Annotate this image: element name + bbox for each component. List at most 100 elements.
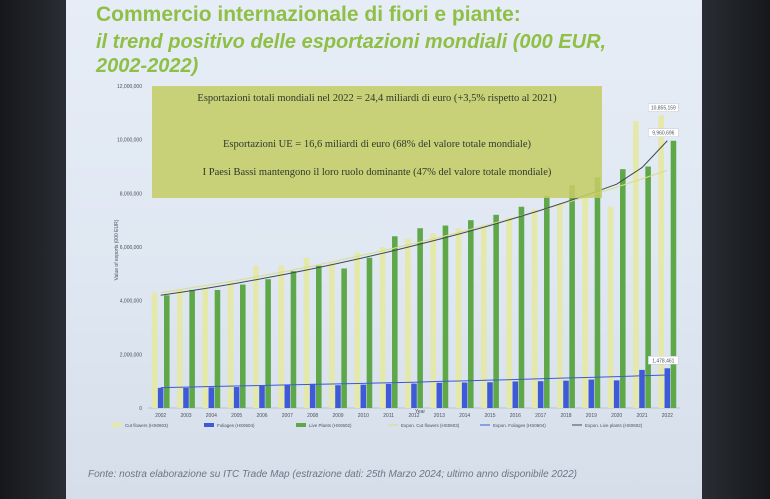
x-tick-label: 2013 xyxy=(434,413,445,419)
bar xyxy=(557,204,563,408)
x-tick-label: 2011 xyxy=(383,413,394,419)
bar xyxy=(303,257,310,408)
x-tick-label: 2004 xyxy=(206,413,217,419)
x-axis-label: Year xyxy=(415,409,425,415)
x-tick-label: 2012 xyxy=(408,413,419,419)
bar xyxy=(202,287,208,408)
y-tick-label: 2,000,000 xyxy=(120,352,142,358)
x-tick-label: 2019 xyxy=(586,413,597,419)
data-label: 1,478,461 xyxy=(652,358,674,364)
bar xyxy=(487,382,493,408)
data-label: 9,960,696 xyxy=(652,131,674,137)
bar xyxy=(253,265,259,408)
x-tick-label: 2021 xyxy=(636,413,647,419)
bar xyxy=(405,238,411,408)
bar xyxy=(177,289,183,408)
x-tick-label: 2015 xyxy=(484,413,495,419)
bar xyxy=(639,369,645,408)
chart-bars xyxy=(151,115,677,409)
projector-border-right xyxy=(702,0,770,499)
data-label-box xyxy=(648,128,679,137)
bar xyxy=(417,228,423,408)
bar xyxy=(481,225,487,408)
bar xyxy=(329,263,335,408)
bar xyxy=(563,380,569,408)
bar xyxy=(164,295,170,408)
bar xyxy=(442,225,449,408)
bar xyxy=(183,387,189,408)
x-tick-label: 2010 xyxy=(358,413,369,419)
bar xyxy=(278,265,284,408)
bar xyxy=(658,115,664,409)
bar xyxy=(620,169,626,408)
bar xyxy=(411,383,417,408)
x-tick-label: 2005 xyxy=(231,413,242,419)
bar xyxy=(151,292,158,408)
chart-legend: Cut flowers (HS0603) Foliages (HS0604) Liv… xyxy=(112,423,643,428)
bar xyxy=(645,166,651,408)
bar xyxy=(531,209,538,408)
legend-swatch xyxy=(112,423,122,427)
bar xyxy=(664,368,671,408)
legend-label: Foliages (HS0604) xyxy=(217,423,255,428)
bar xyxy=(392,236,398,408)
bar xyxy=(265,279,271,408)
bar xyxy=(233,387,240,408)
bar xyxy=(360,384,367,408)
bar xyxy=(259,385,265,408)
bar xyxy=(594,177,601,408)
bar xyxy=(582,196,588,408)
bar xyxy=(227,281,234,408)
bar xyxy=(518,206,525,408)
source-note: Fonte: nostra elaborazione su ITC Trade … xyxy=(88,469,577,480)
legend-swatch xyxy=(204,423,214,427)
data-label-box xyxy=(648,356,679,365)
bar xyxy=(493,214,499,408)
trend-line xyxy=(160,374,668,389)
summary-line-netherlands: I Paesi Bassi mantengono il loro ruolo d… xyxy=(202,167,552,178)
y-tick-label: 12,000,000 xyxy=(117,84,142,90)
legend-label: Expon. Cut flowers (HS0603) xyxy=(401,423,460,428)
legend-label: Expon. Live plants (HS0602) xyxy=(585,423,643,428)
x-tick-label: 2007 xyxy=(282,413,293,419)
x-tick-label: 2009 xyxy=(332,413,343,419)
legend-label: Live Plants (HS0602) xyxy=(309,423,352,428)
bar xyxy=(544,196,550,408)
bar xyxy=(569,185,575,408)
legend-swatch xyxy=(296,423,306,427)
bar xyxy=(436,382,443,408)
y-tick-label: 10,000,000 xyxy=(117,138,142,144)
x-tick-label: 2016 xyxy=(510,413,521,419)
bar xyxy=(613,380,620,408)
summary-box: Esportazioni totali mondiali nel 2022 = … xyxy=(152,86,602,198)
data-label-box xyxy=(648,103,679,112)
bar xyxy=(290,271,297,408)
slide-subtitle: il trend positivo delle esportazioni mon… xyxy=(96,31,607,77)
x-tick-label: 2002 xyxy=(155,413,166,419)
x-tick-label: 2020 xyxy=(611,413,622,419)
bar xyxy=(354,252,360,408)
slide-title: Commercio internazionale di fiori e pian… xyxy=(96,3,521,26)
bar xyxy=(157,387,164,408)
bar xyxy=(430,233,436,408)
bar xyxy=(208,387,215,408)
bar xyxy=(309,383,316,408)
bar xyxy=(537,381,544,408)
legend-label: Cut flowers (HS0603) xyxy=(125,423,169,428)
bar xyxy=(455,228,462,408)
bar xyxy=(607,206,614,408)
y-axis-label: Value of exports (000 EUR) xyxy=(114,219,120,280)
projector-border-left xyxy=(0,0,66,499)
bar xyxy=(512,381,519,408)
y-tick-label: 0 xyxy=(139,406,142,412)
bar xyxy=(506,217,512,408)
bar xyxy=(341,268,347,408)
bar xyxy=(214,289,221,408)
bar xyxy=(335,385,341,408)
bar xyxy=(189,289,195,408)
legend-label: Expon. Foliages (HS0604) xyxy=(493,423,546,428)
bar xyxy=(670,140,677,409)
bar xyxy=(461,382,468,408)
x-tick-label: 2003 xyxy=(180,413,191,419)
